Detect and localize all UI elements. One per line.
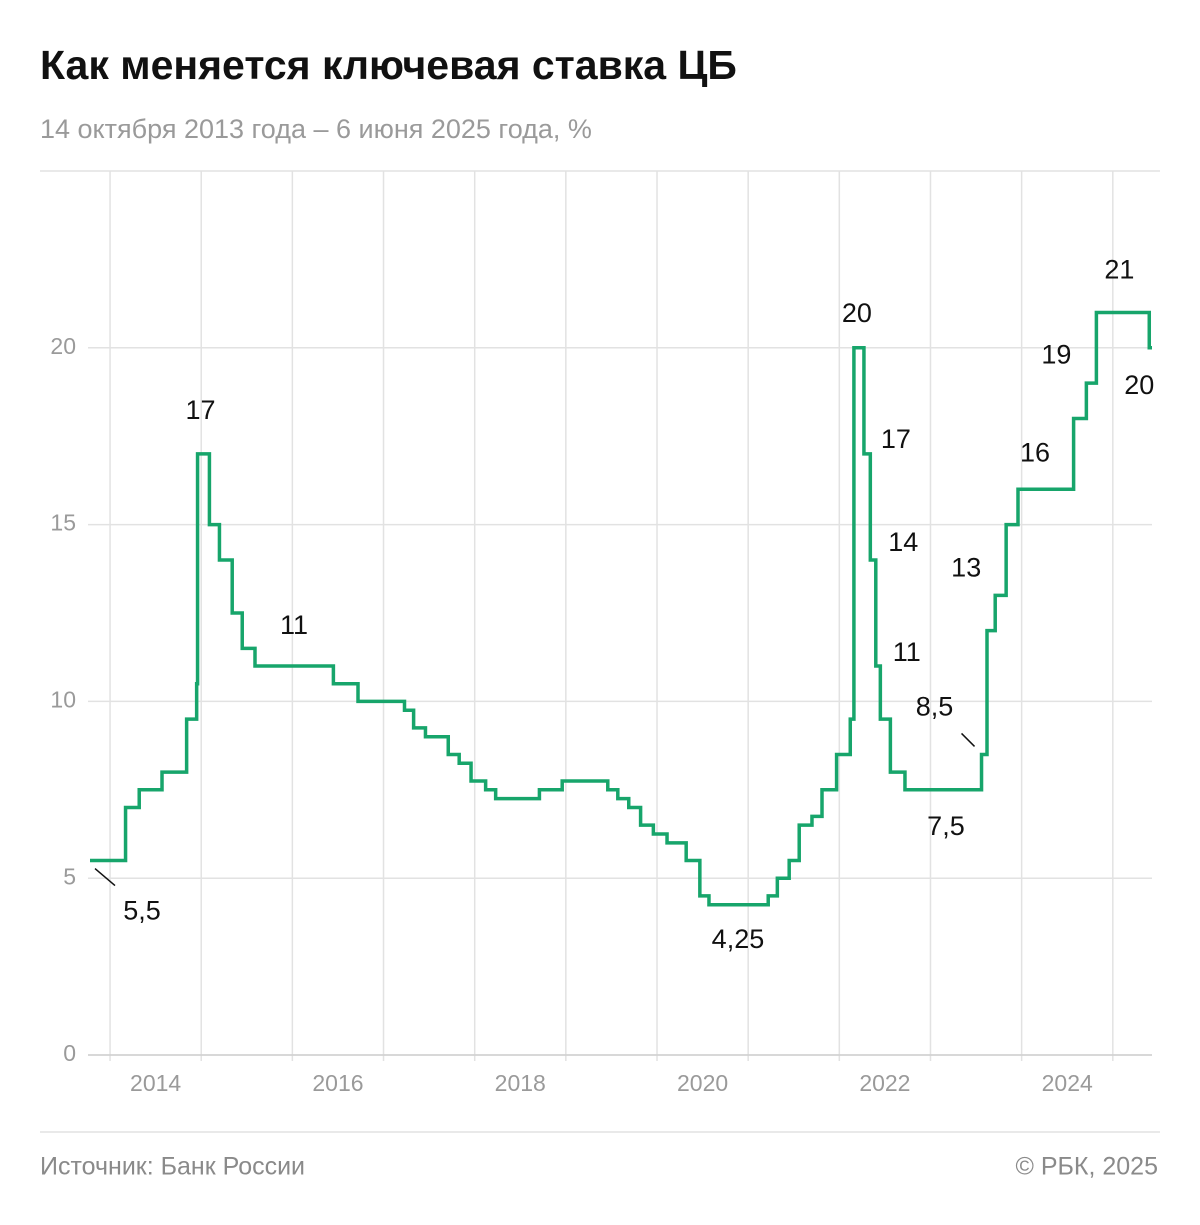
data-label: 11	[280, 610, 308, 640]
data-label: 8,5	[916, 692, 954, 722]
x-tick-label: 2018	[495, 1070, 546, 1096]
data-label: 14	[888, 527, 918, 557]
data-label: 17	[881, 424, 911, 454]
chart-subtitle: 14 октября 2013 года – 6 июня 2025 года,…	[40, 114, 592, 144]
data-label: 19	[1041, 339, 1071, 369]
y-tick-label: 20	[50, 333, 76, 359]
credit: © РБК, 2025	[1015, 1153, 1158, 1181]
y-tick-label: 5	[63, 863, 76, 889]
leader-line	[94, 867, 116, 887]
x-tick-label: 2024	[1042, 1070, 1093, 1096]
data-label: 20	[1124, 370, 1154, 400]
data-label: 17	[186, 395, 216, 425]
data-label: 11	[893, 637, 921, 667]
data-label: 4,25	[712, 924, 765, 954]
y-tick-label: 10	[50, 686, 76, 712]
data-label: 13	[951, 552, 981, 582]
y-tick-label: 0	[63, 1040, 76, 1066]
data-label: 5,5	[123, 896, 161, 926]
leader-line	[961, 732, 976, 747]
y-tick-label: 15	[50, 510, 76, 536]
chart-title: Как меняется ключевая ставка ЦБ	[40, 42, 737, 88]
data-label: 20	[842, 298, 872, 328]
data-label: 21	[1104, 255, 1134, 285]
rate-line	[90, 310, 1152, 907]
x-tick-label: 2014	[130, 1070, 181, 1096]
x-tick-label: 2016	[312, 1070, 363, 1096]
data-label: 7,5	[927, 811, 965, 841]
x-tick-label: 2020	[677, 1070, 728, 1096]
x-tick-label: 2022	[859, 1070, 910, 1096]
data-label: 16	[1020, 437, 1050, 467]
source: Источник: Банк России	[40, 1153, 305, 1181]
